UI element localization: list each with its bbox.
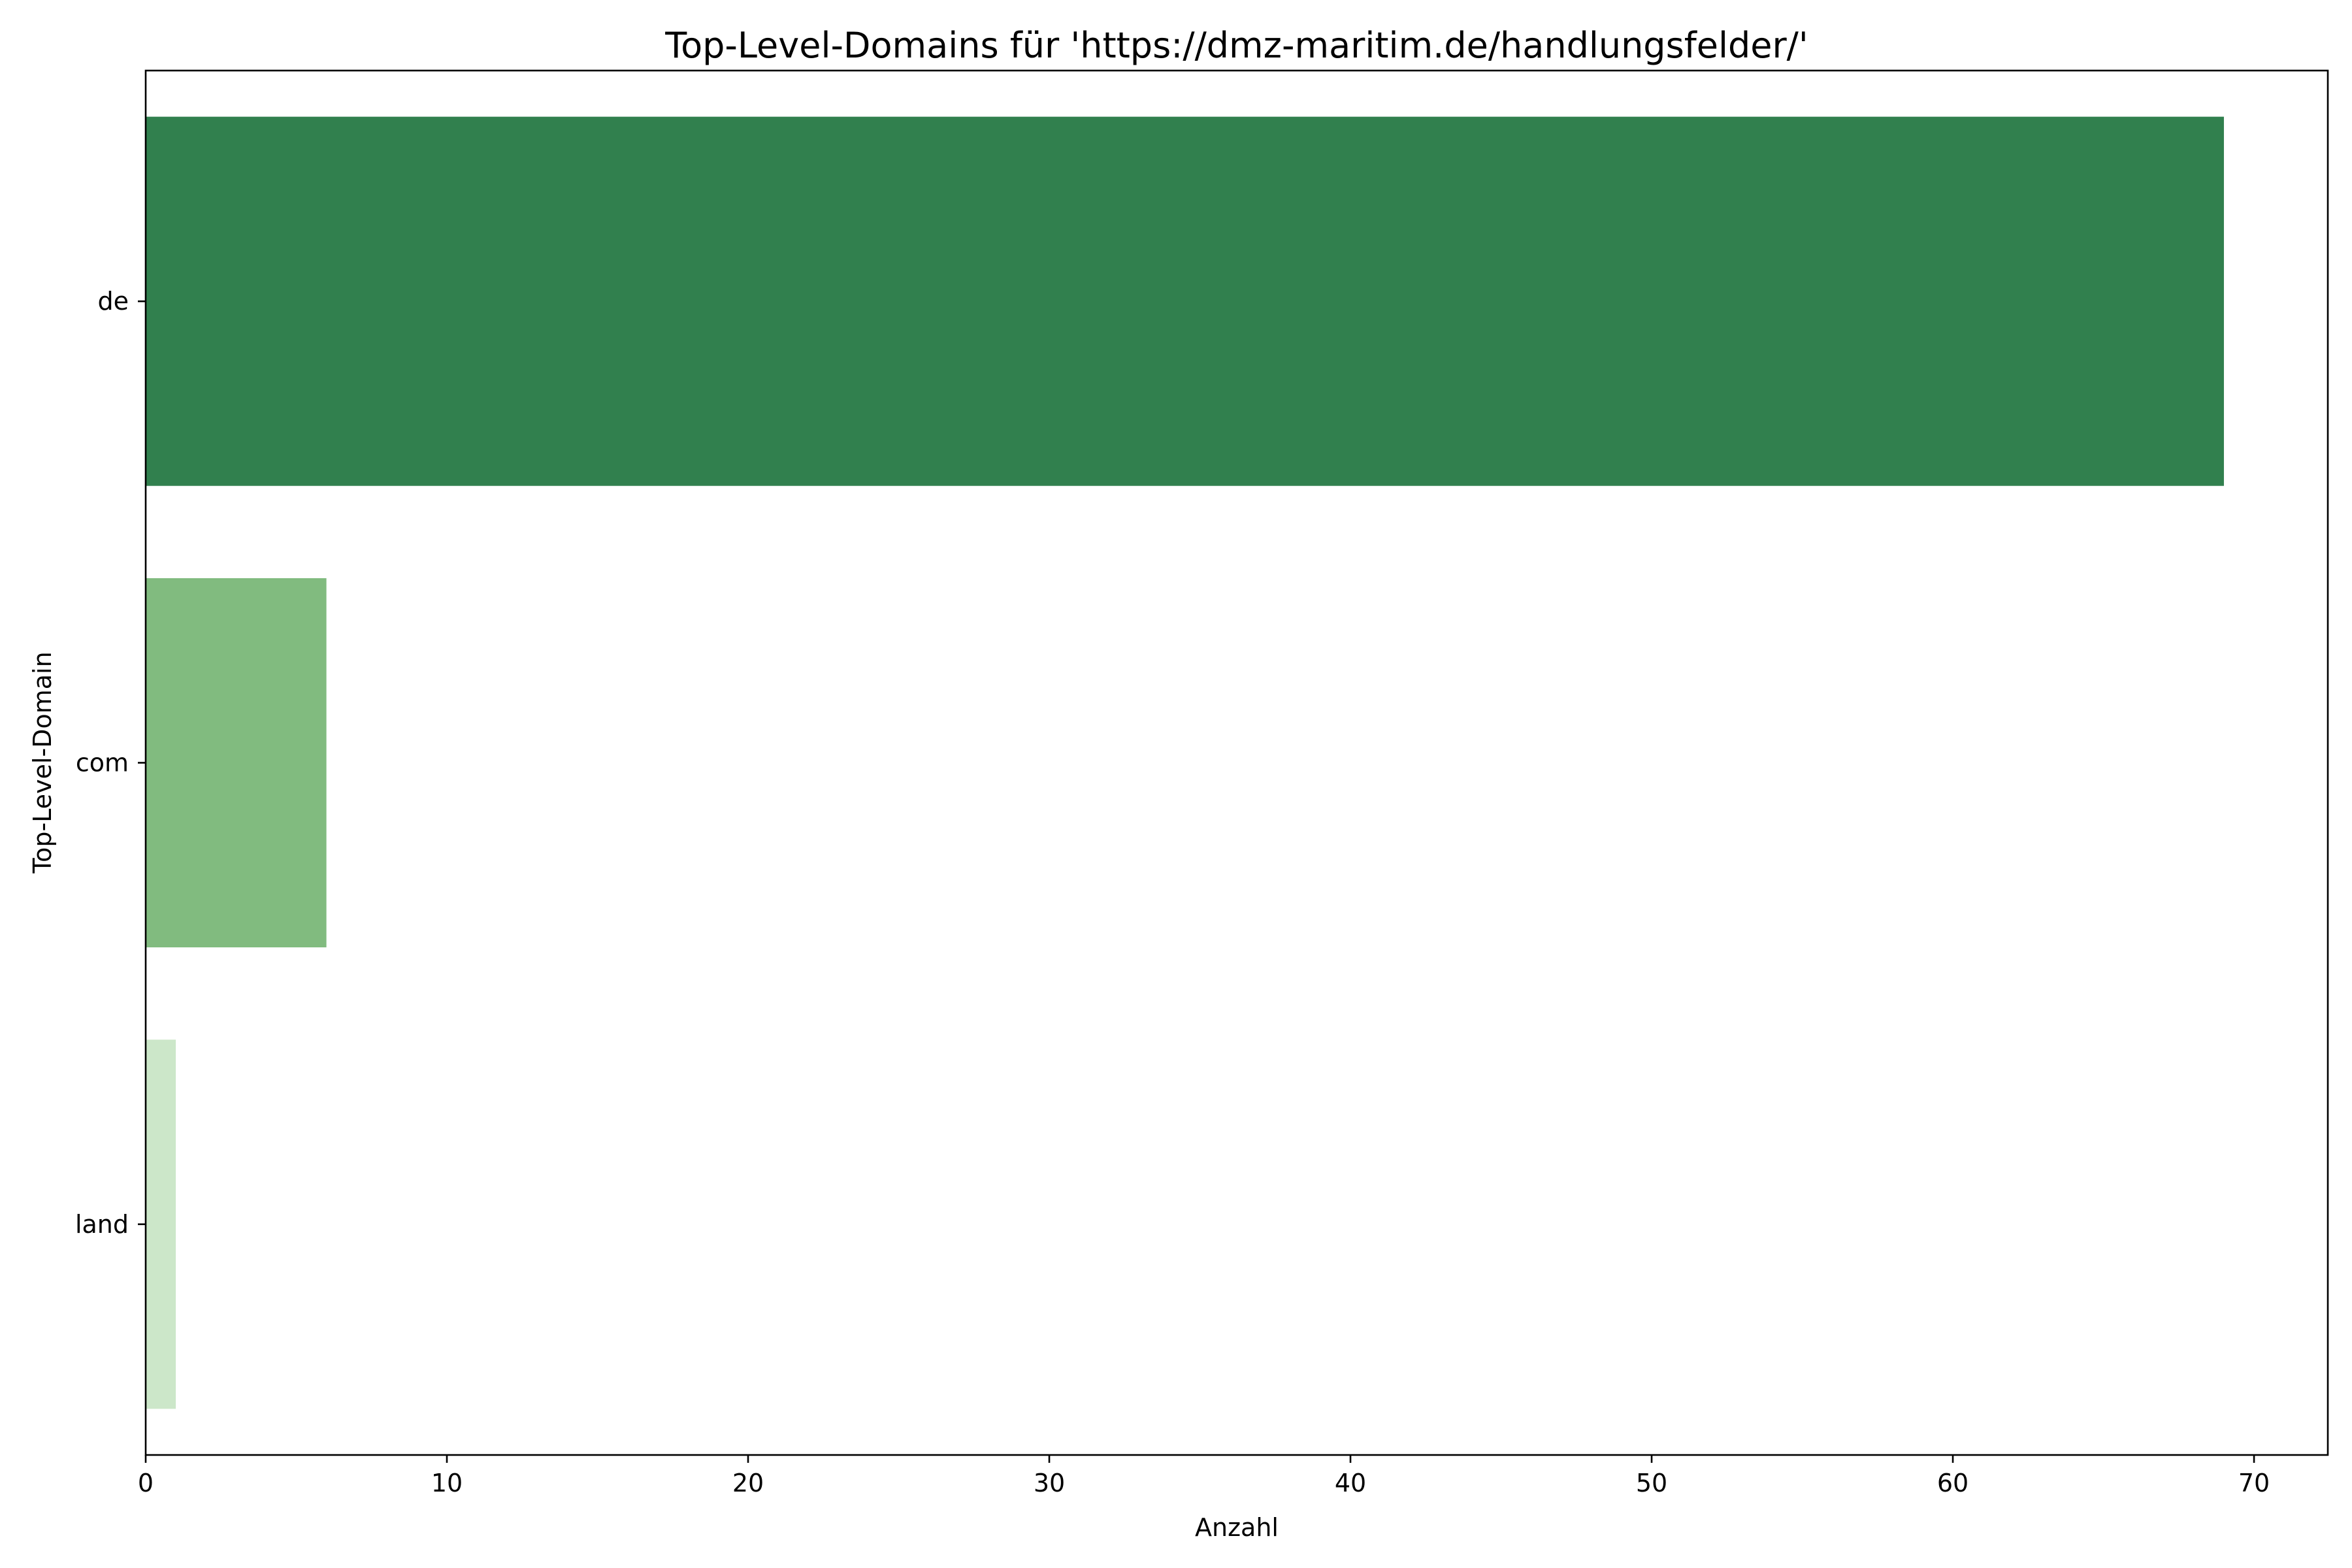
x-axis-label: Anzahl [1195,1513,1279,1542]
bar-land [146,1039,176,1409]
x-tick-label-30: 30 [1034,1469,1065,1497]
y-axis-ticks: de com land [75,287,146,1239]
y-tick-label-de: de [98,287,129,316]
x-tick-label-70: 70 [2238,1469,2270,1497]
x-tick-label-20: 20 [732,1469,764,1497]
x-tick-label-40: 40 [1335,1469,1366,1497]
bars-group [146,116,2224,1409]
x-tick-label-60: 60 [1937,1469,1968,1497]
y-tick-label-com: com [76,749,129,777]
x-tick-label-50: 50 [1636,1469,1667,1497]
chart-title: Top-Level-Domains für 'https://dmz-marit… [664,25,1808,66]
x-tick-label-0: 0 [138,1469,154,1497]
x-tick-label-10: 10 [431,1469,463,1497]
plot-area-frame [144,69,2329,1456]
bar-com [146,578,327,948]
y-axis-label: Top-Level-Domain [28,651,57,874]
x-axis-ticks: 0 10 20 30 40 50 60 70 [138,1455,2270,1497]
bar-de [146,116,2224,486]
y-tick-label-land: land [75,1210,129,1239]
